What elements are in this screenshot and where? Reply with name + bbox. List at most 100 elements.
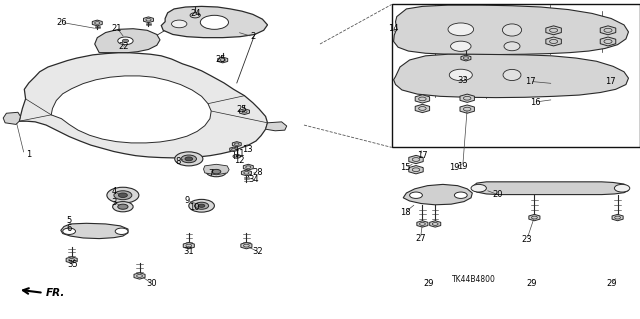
Circle shape xyxy=(114,191,132,200)
Circle shape xyxy=(200,15,228,29)
Polygon shape xyxy=(460,94,474,102)
Text: 22: 22 xyxy=(118,42,129,51)
Text: 6: 6 xyxy=(67,224,72,233)
Polygon shape xyxy=(266,122,287,131)
Polygon shape xyxy=(143,17,154,23)
Text: 32: 32 xyxy=(253,247,263,256)
Polygon shape xyxy=(241,242,252,249)
Polygon shape xyxy=(394,5,628,55)
Text: 14: 14 xyxy=(388,24,398,33)
Polygon shape xyxy=(403,184,472,205)
Text: 3: 3 xyxy=(111,198,116,207)
Polygon shape xyxy=(61,223,128,239)
Text: 2: 2 xyxy=(250,32,255,41)
Circle shape xyxy=(63,228,76,234)
Text: TK44B4800: TK44B4800 xyxy=(452,275,495,284)
Circle shape xyxy=(449,69,472,81)
Text: 19: 19 xyxy=(458,162,468,171)
Polygon shape xyxy=(600,37,616,46)
Text: 1: 1 xyxy=(26,150,31,159)
Circle shape xyxy=(410,192,422,198)
Polygon shape xyxy=(218,57,228,63)
Polygon shape xyxy=(232,142,241,147)
Circle shape xyxy=(206,167,227,177)
Circle shape xyxy=(195,202,209,209)
Polygon shape xyxy=(600,26,616,35)
Polygon shape xyxy=(415,95,429,103)
Circle shape xyxy=(212,169,221,174)
Text: 17: 17 xyxy=(525,77,535,86)
Text: 25: 25 xyxy=(237,105,247,114)
Text: 8: 8 xyxy=(175,157,180,166)
Polygon shape xyxy=(95,29,160,53)
Text: 4: 4 xyxy=(111,187,116,196)
Text: 17: 17 xyxy=(417,151,428,160)
Text: 18: 18 xyxy=(400,208,410,217)
Polygon shape xyxy=(612,214,623,221)
Circle shape xyxy=(113,202,133,212)
Text: 33: 33 xyxy=(458,76,468,85)
Text: 19: 19 xyxy=(449,163,460,172)
Polygon shape xyxy=(134,273,145,279)
Text: 30: 30 xyxy=(147,279,157,288)
Circle shape xyxy=(107,187,139,203)
Circle shape xyxy=(118,37,133,45)
Circle shape xyxy=(175,152,203,166)
Text: 11: 11 xyxy=(234,149,244,158)
Text: 26: 26 xyxy=(56,18,67,27)
Circle shape xyxy=(185,157,193,161)
Circle shape xyxy=(190,13,200,18)
Polygon shape xyxy=(239,109,250,115)
Circle shape xyxy=(614,184,630,192)
Polygon shape xyxy=(183,242,195,249)
Text: 31: 31 xyxy=(184,247,194,256)
Text: 5: 5 xyxy=(67,216,72,225)
Text: 21: 21 xyxy=(112,24,122,33)
Text: 17: 17 xyxy=(605,77,615,86)
Ellipse shape xyxy=(503,70,521,81)
Circle shape xyxy=(454,192,467,198)
Text: 29: 29 xyxy=(606,279,616,288)
Polygon shape xyxy=(460,105,474,113)
Polygon shape xyxy=(417,221,428,227)
Ellipse shape xyxy=(502,24,522,36)
Polygon shape xyxy=(546,26,561,35)
Polygon shape xyxy=(243,164,253,170)
Text: 13: 13 xyxy=(242,145,252,154)
Circle shape xyxy=(181,155,196,163)
Circle shape xyxy=(118,204,128,209)
Text: 29: 29 xyxy=(526,279,536,288)
Polygon shape xyxy=(204,164,229,175)
Text: FR.: FR. xyxy=(46,288,65,299)
Polygon shape xyxy=(461,55,471,61)
Ellipse shape xyxy=(504,42,520,51)
Polygon shape xyxy=(474,182,628,195)
Text: 28: 28 xyxy=(253,168,263,177)
Polygon shape xyxy=(409,155,423,164)
Circle shape xyxy=(118,193,127,197)
Polygon shape xyxy=(241,170,252,176)
Polygon shape xyxy=(51,76,211,143)
Text: 25: 25 xyxy=(216,55,226,63)
Polygon shape xyxy=(429,221,441,227)
Text: 12: 12 xyxy=(234,156,244,165)
Text: 35: 35 xyxy=(67,260,77,269)
Circle shape xyxy=(198,204,205,207)
Polygon shape xyxy=(92,20,102,26)
Text: 29: 29 xyxy=(424,279,434,288)
Polygon shape xyxy=(409,166,423,174)
Circle shape xyxy=(451,41,471,51)
Polygon shape xyxy=(415,104,429,113)
Text: 7: 7 xyxy=(209,169,214,178)
Bar xyxy=(392,4,640,147)
Polygon shape xyxy=(161,6,268,38)
Circle shape xyxy=(471,184,486,192)
Text: 16: 16 xyxy=(530,98,540,107)
Polygon shape xyxy=(546,37,561,46)
Circle shape xyxy=(115,228,128,234)
Text: 15: 15 xyxy=(400,163,410,172)
Circle shape xyxy=(233,154,241,158)
Text: 24: 24 xyxy=(190,9,200,18)
Polygon shape xyxy=(230,147,237,152)
Polygon shape xyxy=(529,214,540,221)
